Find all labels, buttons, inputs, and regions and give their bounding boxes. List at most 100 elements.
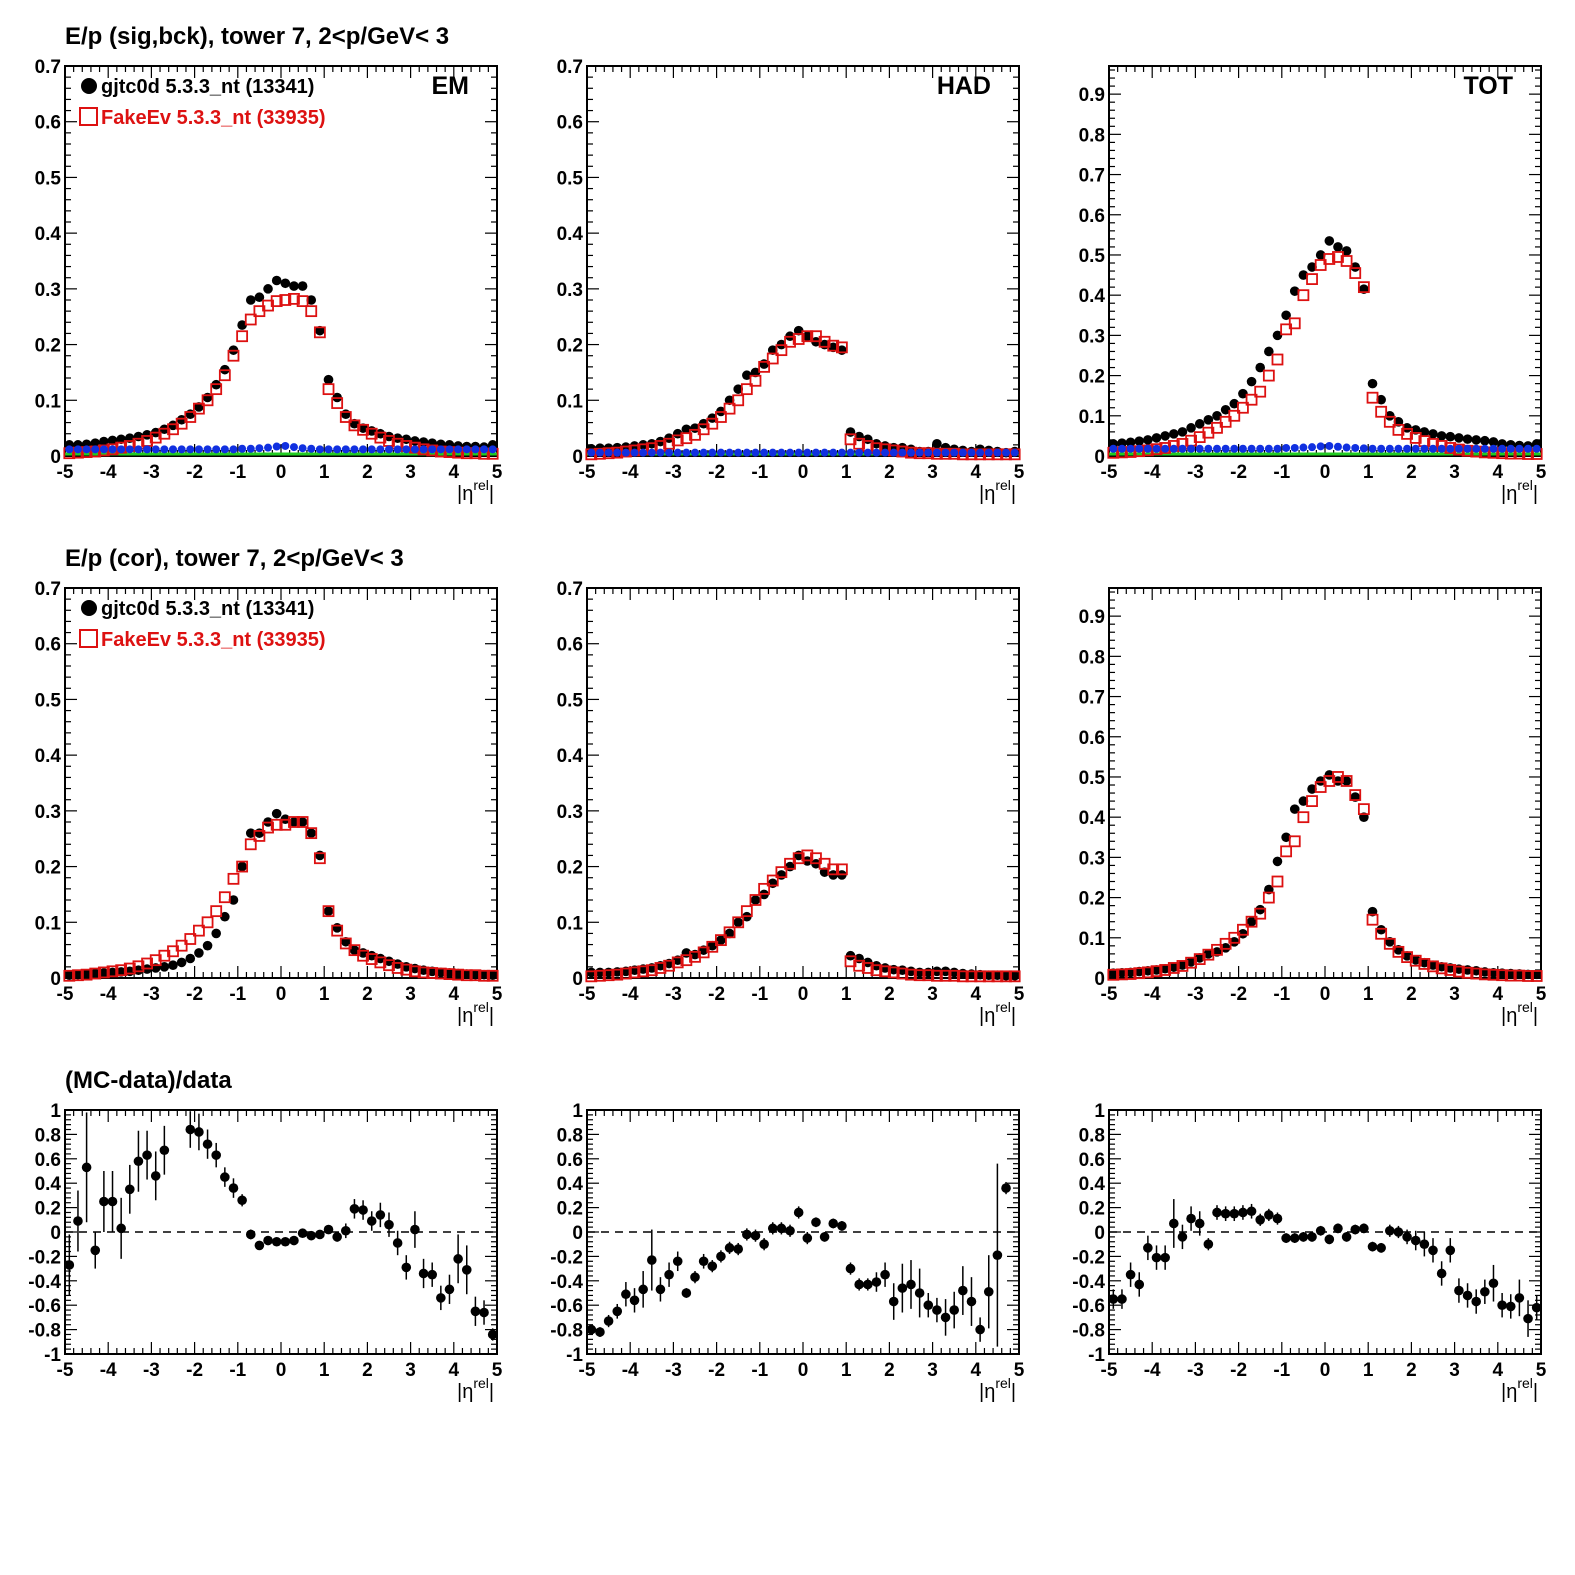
panel-2-2: -5 -4 -3 -2 -1 0 1 2 3 4 5 -1 -0.8 -0.6 -0.4 -0.2 0 0.2 0.… (1072, 1101, 1546, 1403)
x-tick-label: -1 (751, 462, 768, 483)
data-point (392, 959, 403, 969)
ratio-point (845, 1263, 856, 1274)
data-point (1376, 924, 1386, 935)
mc-point (1306, 273, 1318, 285)
data-point (1177, 960, 1188, 970)
background-point (194, 445, 203, 454)
background-point (402, 445, 411, 454)
data-point (1117, 967, 1127, 978)
data-point (1367, 378, 1378, 389)
background-point (1117, 444, 1126, 453)
ratio-point (384, 1219, 394, 1230)
x-tick-label: 4 (1493, 984, 1504, 1005)
background-point (786, 448, 795, 457)
row-title-ratio: (MC-data)/data (65, 1067, 232, 1094)
y-tick-label: 0.3 (557, 802, 583, 823)
mc-point (193, 402, 205, 415)
ratio-point (1151, 1252, 1162, 1263)
data-point (1151, 433, 1162, 443)
data-point (64, 970, 75, 981)
mc-point (322, 383, 335, 396)
background-point (428, 445, 437, 454)
ratio-point (897, 1283, 908, 1293)
data-point (349, 418, 360, 429)
x-axis-label-sup: rel (1517, 477, 1533, 493)
background-point (82, 445, 91, 454)
x-tick-label: -1 (1273, 462, 1290, 483)
mc-point (602, 969, 615, 982)
background-point (967, 448, 976, 457)
x-tick-label: 1 (1363, 462, 1374, 483)
mc-point (827, 339, 840, 352)
data-point (1134, 436, 1145, 446)
x-tick-label: 4 (1493, 462, 1504, 483)
background-point (855, 448, 864, 457)
ratio-point (220, 1172, 230, 1182)
ratio-point (690, 1272, 700, 1282)
data-point (245, 828, 256, 838)
mc-point (749, 894, 762, 906)
background-point (621, 448, 630, 457)
background-point (613, 448, 622, 457)
data-point (1108, 968, 1119, 978)
x-tick-label: 3 (1449, 984, 1460, 1005)
ratio-point (612, 1306, 623, 1317)
background-point (1489, 444, 1498, 453)
x-axis-label-main: |η (979, 483, 995, 505)
background-point (1437, 444, 1446, 453)
y-tick-label: 0.5 (557, 168, 584, 189)
x-axis-label: |ηrel| (979, 1375, 1016, 1403)
y-tick-label: 0.8 (1079, 125, 1105, 146)
data-point (1186, 957, 1196, 967)
data-point (1298, 270, 1309, 280)
ratio-point (116, 1223, 126, 1234)
y-tick-label: 0 (572, 1223, 583, 1244)
background-point (160, 445, 169, 454)
y-tick-label: -0.4 (1072, 1272, 1105, 1293)
x-axis-label-main: |η (457, 483, 473, 505)
background-point (820, 448, 829, 457)
panel-1-1: -5 -4 -3 -2 -1 0 1 2 3 4 5 0 0.1 0.2 0.3 0.4 0.5 0.6 0.7 |η… (557, 579, 1025, 1027)
data-point (176, 957, 187, 968)
ratio-point (1238, 1207, 1248, 1218)
mc-point (218, 369, 231, 382)
ratio-point (638, 1284, 648, 1295)
mc-point (680, 954, 693, 967)
background-point (385, 445, 393, 454)
mc-point (801, 849, 814, 862)
y-tick-label: 0.6 (557, 635, 583, 656)
x-axis-label: |ηrel| (1501, 477, 1538, 505)
data-point (793, 325, 804, 336)
background-point (117, 445, 126, 454)
y-tick-label: 0.5 (35, 690, 62, 711)
data-point (707, 940, 718, 951)
background-point (471, 445, 480, 454)
data-point (107, 967, 118, 978)
mc-point (585, 970, 598, 983)
mc-point (792, 852, 805, 865)
data-point (168, 960, 178, 970)
y-tick-label: 0 (50, 969, 61, 990)
data-point (1169, 962, 1179, 972)
x-axis-label: |ηrel| (1501, 999, 1538, 1027)
x-tick-label: -2 (1230, 1360, 1247, 1381)
mc-point (594, 969, 606, 982)
mc-point (331, 397, 344, 409)
background-point (907, 448, 915, 457)
data-point (289, 817, 299, 827)
x-tick-label: 0 (276, 462, 287, 483)
mc-point (1288, 317, 1301, 330)
mc-point (1522, 970, 1534, 982)
data-point (1186, 423, 1196, 433)
ratio-point (1255, 1215, 1265, 1225)
x-axis-label-bar: | (489, 1381, 494, 1403)
ratio-point (1229, 1208, 1240, 1219)
mc-point (1254, 385, 1267, 398)
background-point (212, 445, 221, 454)
data-point (194, 402, 204, 412)
x-axis-label-main: |η (1501, 483, 1517, 505)
x-tick-label: 1 (841, 1360, 852, 1381)
background-point (829, 448, 838, 457)
data-point (1177, 427, 1188, 437)
